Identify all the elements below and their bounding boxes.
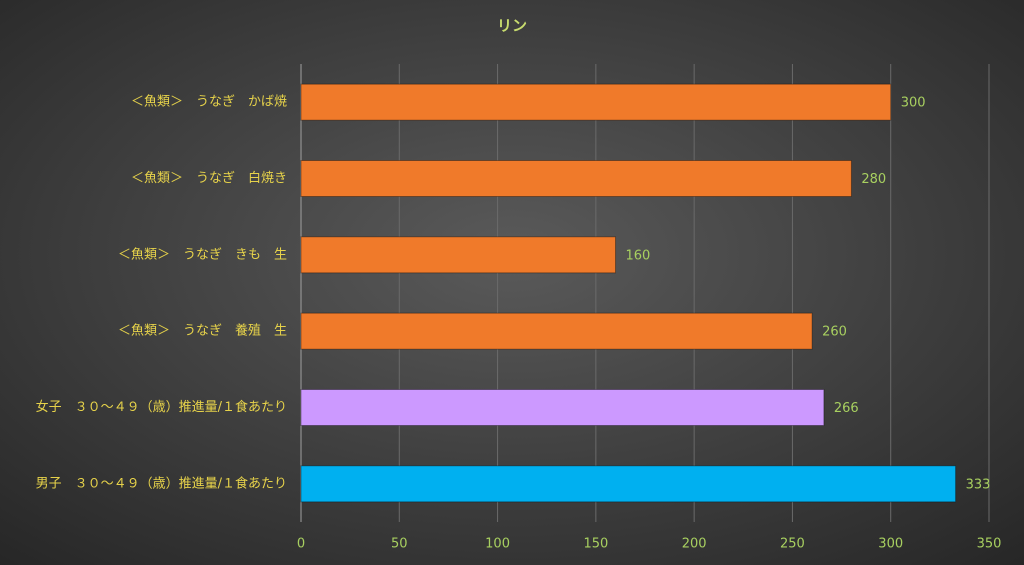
x-tick-label: 150 [583, 537, 608, 552]
data-label: 280 [861, 172, 886, 187]
x-tick-label: 100 [485, 537, 510, 552]
bar [300, 465, 957, 503]
y-tick-label: 女子 ３０～４９（歳）推進量/１食あたり [36, 399, 287, 415]
x-tick-label: 350 [977, 537, 1002, 552]
y-tick-label: ＜魚類＞ うなぎ 養殖 生 [118, 323, 287, 339]
data-label: 266 [834, 401, 859, 416]
bar [300, 160, 852, 197]
data-label: 160 [626, 248, 651, 263]
x-tick-label: 300 [878, 537, 903, 552]
y-tick-label: ＜魚類＞ うなぎ 白焼き [131, 170, 287, 186]
chart-title: リン [497, 17, 527, 35]
x-tick-label: 250 [780, 537, 805, 552]
bar [300, 389, 825, 426]
y-tick-label: ＜魚類＞ うなぎ きも 生 [118, 247, 287, 262]
data-label: 300 [901, 96, 926, 111]
x-tick-label: 50 [391, 537, 408, 552]
bar [300, 236, 617, 274]
y-tick-label: 男子 ３０～４９（歳）推進量/１食あたり [36, 475, 287, 491]
x-tick-label: 0 [297, 537, 305, 552]
bar [300, 83, 892, 121]
data-label: 260 [822, 325, 847, 340]
bar [300, 312, 813, 350]
x-tick-label: 200 [682, 537, 707, 552]
y-tick-label: ＜魚類＞ うなぎ かば焼 [131, 95, 287, 110]
data-label: 333 [966, 477, 991, 492]
